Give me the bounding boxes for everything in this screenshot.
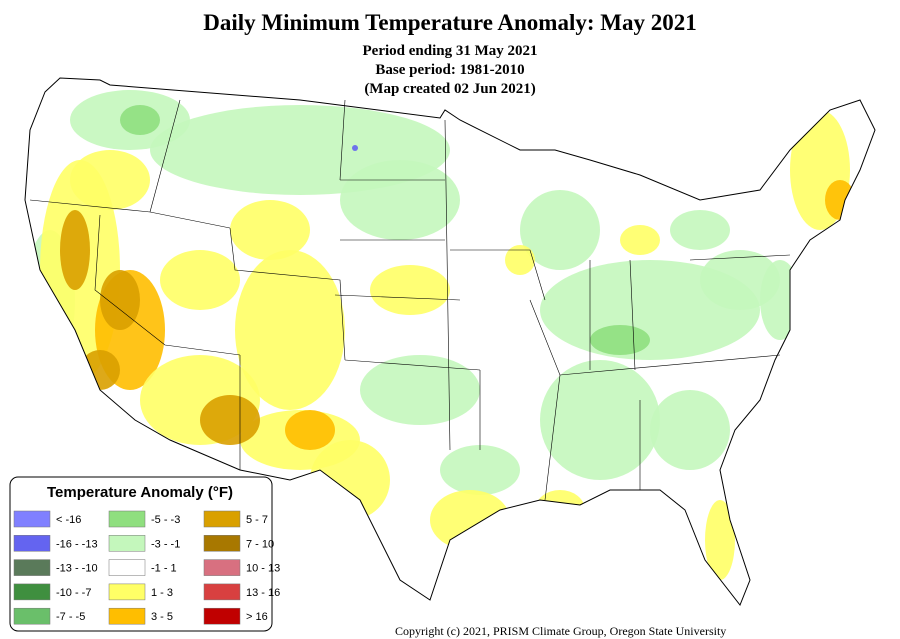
anomaly-patch (60, 210, 90, 290)
legend-label: -5 - -3 (151, 514, 180, 526)
legend: Temperature Anomaly (°F) < -16 -16 - -13 -… (9, 476, 280, 632)
legend-label: 13 - 16 (246, 587, 280, 599)
anomaly-patch (540, 360, 660, 480)
anomaly-patch (590, 325, 650, 355)
anomaly-patch (100, 270, 140, 330)
legend-swatch (108, 559, 146, 576)
title: Daily Minimum Temperature Anomaly: May 2… (203, 10, 696, 35)
anomaly-patch (160, 250, 240, 310)
anomaly-patch (200, 395, 260, 445)
legend-title: Temperature Anomaly (°F) (47, 484, 233, 501)
legend-swatch (203, 607, 241, 625)
subtitle: Base period: 1981-2010 (375, 62, 524, 78)
legend-swatch (203, 535, 241, 552)
state-borders (29, 99, 791, 501)
legend-label: -13 - -10 (56, 563, 98, 575)
anomaly-patch (235, 250, 345, 410)
anomaly-patch (760, 260, 800, 340)
legend-label: -3 - -1 (151, 538, 180, 550)
legend-label: 5 - 7 (246, 514, 268, 526)
legend-swatch (108, 583, 146, 601)
anomaly-patch (825, 180, 855, 220)
anomaly-patch (705, 500, 735, 580)
anomaly-patch (285, 410, 335, 450)
anomaly-patch (700, 250, 780, 310)
anomaly-patch (310, 440, 390, 520)
subtitle: (Map created 02 Jun 2021) (364, 81, 535, 97)
legend-swatch (108, 510, 146, 528)
legend-swatch (203, 510, 241, 528)
legend-swatch (13, 535, 51, 552)
legend-swatch (108, 607, 146, 625)
anomaly-patch (520, 190, 600, 270)
anomaly-patch (505, 245, 535, 275)
anomaly-patch (535, 490, 585, 530)
copyright: Copyright (c) 2021, PRISM Climate Group,… (395, 624, 726, 638)
legend-swatch (13, 583, 51, 601)
anomaly-patch (620, 225, 660, 255)
anomaly-patch (230, 200, 310, 260)
legend-label: -7 - -5 (56, 611, 85, 623)
legend-swatch (203, 583, 241, 601)
anomaly-patch (430, 490, 510, 550)
subtitle: Period ending 31 May 2021 (363, 43, 538, 59)
legend-label: -10 - -7 (56, 587, 91, 599)
anomaly-patch (120, 105, 160, 135)
anomaly-patch (370, 265, 450, 315)
legend-label: 10 - 13 (246, 563, 280, 575)
anomaly-patch (440, 445, 520, 495)
legend-label: -1 - 1 (151, 563, 177, 575)
legend-swatch (13, 559, 51, 576)
anomaly-patch (650, 390, 730, 470)
us-outline (24, 77, 876, 606)
legend-label: 3 - 5 (151, 611, 173, 623)
anomaly-patch (340, 160, 460, 240)
anomaly-patch (670, 210, 730, 250)
anomaly-patch (70, 150, 150, 210)
legend-label: -16 - -13 (56, 538, 98, 550)
anomaly-patch (352, 145, 358, 151)
legend-label: 1 - 3 (151, 587, 173, 599)
legend-swatch (203, 559, 241, 576)
legend-swatch (13, 607, 51, 625)
legend-swatch (13, 510, 51, 528)
legend-label: 7 - 10 (246, 538, 274, 550)
legend-swatch (108, 535, 146, 552)
legend-label: > 16 (246, 611, 268, 623)
legend-label: < -16 (56, 514, 81, 526)
anomaly-patch (360, 355, 480, 425)
